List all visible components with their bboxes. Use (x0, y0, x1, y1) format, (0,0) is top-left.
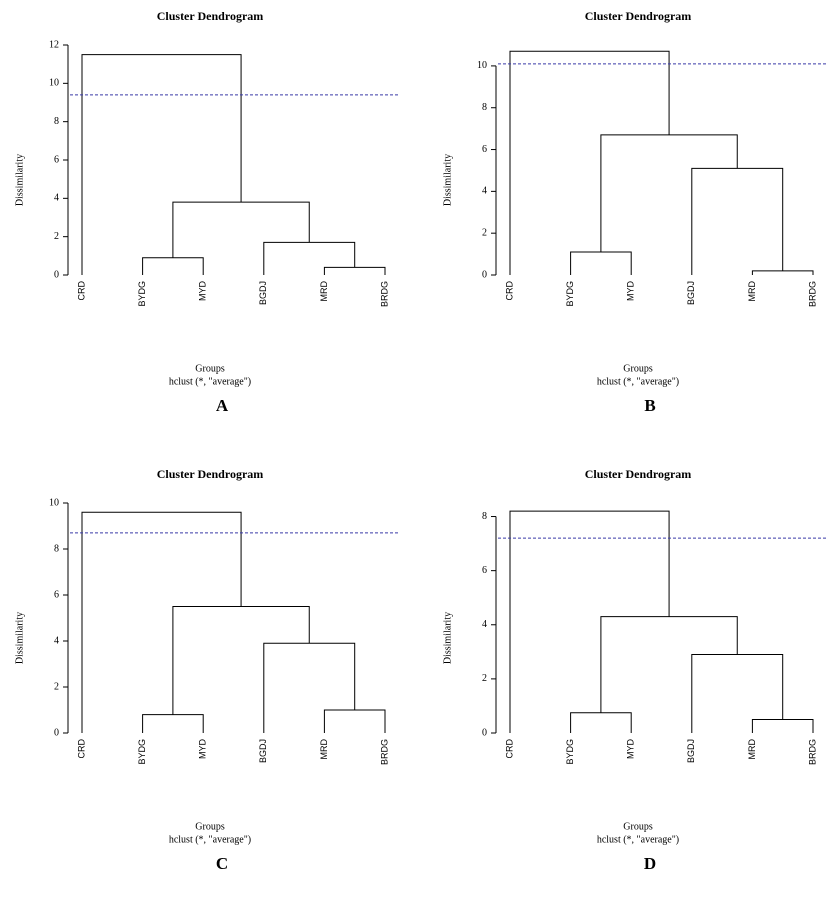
leaf-label: BGDJ (258, 739, 268, 763)
y-tick-label: 8 (482, 102, 487, 113)
leaf-label: BYDG (565, 739, 575, 765)
dendrogram-panel: Cluster Dendrogram Dissimilarity 0 2 4 6 8 10 CR… (14, 467, 400, 873)
merge-link (323, 266, 386, 275)
panel-label: C (216, 854, 228, 873)
merge-link (323, 709, 386, 733)
leaf-label: BGDJ (258, 281, 268, 305)
y-tick-label: 2 (482, 227, 487, 238)
y-tick-label: 0 (482, 727, 487, 738)
y-tick-label: 6 (482, 144, 487, 155)
panel-label: D (644, 854, 656, 873)
panel-label: A (216, 396, 229, 415)
y-tick-label: 0 (54, 269, 59, 280)
y-tick-label: 8 (54, 543, 59, 554)
y-tick-label: 10 (49, 78, 59, 89)
dendrogram-panel: Cluster Dendrogram Dissimilarity 0 2 4 6 8 10 12… (14, 9, 400, 415)
merge-link (570, 712, 632, 733)
y-tick-label: 6 (54, 154, 59, 165)
x-axis-label: Groups (195, 363, 225, 374)
dendrogram-panel: Cluster Dendrogram Dissimilarity 0 2 4 6 8 CRD B… (442, 467, 828, 873)
merge-link (600, 616, 738, 713)
merge-link (172, 606, 310, 715)
y-tick-label: 6 (482, 565, 487, 576)
merge-link (142, 257, 204, 275)
leaf-label: CRD (504, 739, 514, 759)
merge-link (751, 718, 814, 733)
leaf-label: BRDG (807, 739, 817, 765)
merge-link (263, 642, 356, 733)
leaf-label: MYD (198, 739, 208, 760)
leaf-label: MRD (747, 281, 757, 302)
leaf-label: MYD (198, 281, 208, 302)
leaf-label: MRD (319, 281, 329, 302)
chart-title: Cluster Dendrogram (585, 9, 692, 23)
merge-link (142, 714, 204, 733)
leaf-label: BYDG (137, 281, 147, 307)
merge-link (509, 50, 670, 275)
y-tick-label: 10 (477, 60, 487, 71)
y-tick-label: 4 (482, 186, 487, 197)
leaf-label: BRDG (807, 281, 817, 307)
leaf-label: MYD (626, 739, 636, 760)
merge-link (172, 201, 310, 258)
y-tick-label: 8 (482, 511, 487, 522)
x-axis-label: Groups (195, 821, 225, 832)
y-tick-label: 6 (54, 589, 59, 600)
x-axis-label: Groups (623, 363, 653, 374)
y-tick-label: 0 (482, 269, 487, 280)
leaf-label: CRD (504, 281, 514, 301)
y-axis-label: Dissimilarity (442, 154, 453, 206)
leaf-label: BRDG (379, 281, 389, 307)
y-tick-label: 4 (54, 635, 59, 646)
y-axis-label: Dissimilarity (14, 154, 25, 206)
leaf-label: MYD (626, 281, 636, 302)
y-tick-label: 0 (54, 727, 59, 738)
merge-link (81, 511, 242, 733)
merge-link (570, 251, 632, 275)
y-axis-label: Dissimilarity (14, 612, 25, 664)
leaf-label: MRD (319, 739, 329, 760)
leaf-label: BRDG (379, 739, 389, 765)
merge-link (81, 54, 242, 275)
y-tick-label: 2 (54, 681, 59, 692)
y-tick-label: 4 (482, 619, 487, 630)
dendrogram-panel: Cluster Dendrogram Dissimilarity 0 2 4 6 8 10 CR… (442, 9, 828, 415)
chart-title: Cluster Dendrogram (585, 467, 692, 481)
x-axis-label: Groups (623, 821, 653, 832)
panel-label: B (644, 396, 655, 415)
merge-link (751, 270, 814, 275)
method-label: hclust (*, "average") (597, 834, 679, 845)
leaf-label: CRD (76, 739, 86, 759)
y-tick-label: 8 (54, 116, 59, 127)
leaf-label: BYDG (565, 281, 575, 307)
merge-link (263, 241, 356, 275)
merge-link (600, 134, 738, 252)
merge-link (509, 510, 670, 733)
leaf-label: MRD (747, 739, 757, 760)
y-tick-label: 2 (482, 673, 487, 684)
merge-link (691, 654, 784, 733)
leaf-label: BYDG (137, 739, 147, 765)
leaf-label: CRD (76, 281, 86, 301)
merge-link (691, 167, 784, 275)
method-label: hclust (*, "average") (169, 376, 251, 387)
y-tick-label: 4 (54, 193, 59, 204)
method-label: hclust (*, "average") (597, 376, 679, 387)
y-tick-label: 10 (49, 497, 59, 508)
chart-title: Cluster Dendrogram (157, 9, 264, 23)
y-tick-label: 12 (49, 39, 59, 50)
leaf-label: BGDJ (686, 739, 696, 763)
y-axis-label: Dissimilarity (442, 612, 453, 664)
leaf-label: BGDJ (686, 281, 696, 305)
method-label: hclust (*, "average") (169, 834, 251, 845)
y-tick-label: 2 (54, 231, 59, 242)
chart-title: Cluster Dendrogram (157, 467, 264, 481)
